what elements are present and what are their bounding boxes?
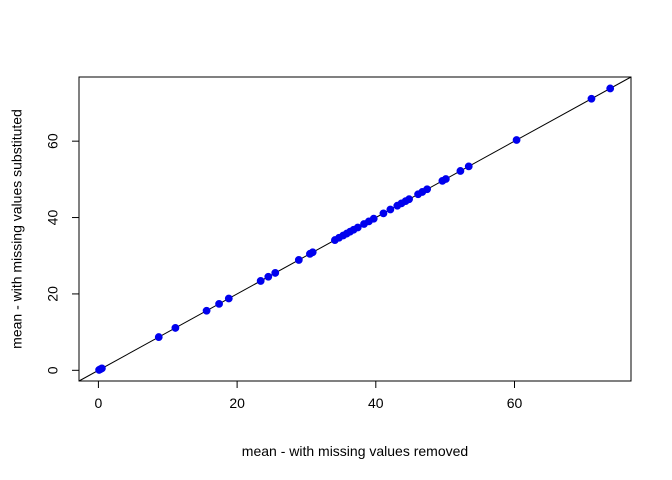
data-point xyxy=(97,364,106,373)
y-tick-label: 20 xyxy=(45,286,61,302)
y-tick-label: 40 xyxy=(45,210,61,226)
data-point xyxy=(256,277,265,285)
x-axis-title: mean - with missing values removed xyxy=(242,443,468,459)
y-axis: 0 20 40 60 xyxy=(45,133,80,374)
y-tick-label: 0 xyxy=(45,366,61,374)
x-tick-label: 40 xyxy=(368,395,384,411)
data-point xyxy=(423,185,432,194)
x-tick-label: 20 xyxy=(229,395,245,411)
data-point xyxy=(606,84,615,93)
data-point xyxy=(294,256,303,264)
data-point xyxy=(456,167,465,175)
data-point xyxy=(386,205,395,214)
data-point xyxy=(353,223,362,232)
data-point xyxy=(202,306,211,315)
data-point xyxy=(369,214,378,223)
y-axis-title: mean - with missing values substituted xyxy=(9,109,25,349)
x-axis: 0 20 40 60 xyxy=(95,380,523,411)
x-tick-label: 0 xyxy=(95,395,103,411)
y-tick-label: 60 xyxy=(45,133,61,149)
data-point xyxy=(271,269,280,277)
x-tick-label: 60 xyxy=(507,395,523,411)
data-point xyxy=(224,294,233,303)
data-point xyxy=(379,209,388,218)
data-point xyxy=(441,175,450,183)
points-layer xyxy=(95,84,615,374)
data-point xyxy=(512,136,521,144)
data-point xyxy=(215,299,223,308)
data-point xyxy=(264,272,273,281)
data-point xyxy=(308,248,317,257)
data-point xyxy=(587,94,596,103)
data-point xyxy=(405,195,413,204)
data-point xyxy=(171,324,180,332)
data-point xyxy=(154,333,163,341)
data-point xyxy=(464,162,473,171)
